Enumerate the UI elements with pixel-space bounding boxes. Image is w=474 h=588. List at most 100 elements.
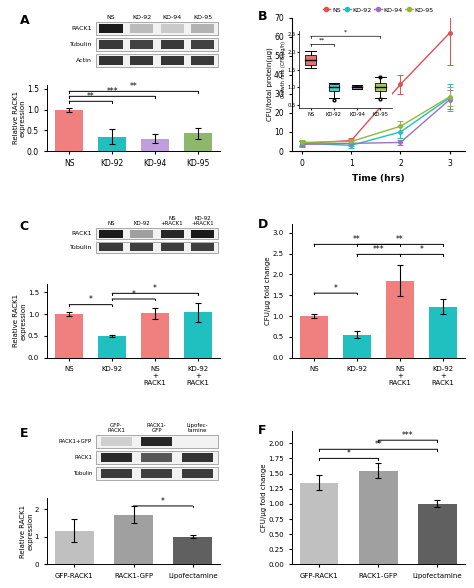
Bar <box>55 314 83 358</box>
Bar <box>130 24 153 33</box>
Text: KD-92: KD-92 <box>133 221 150 226</box>
Bar <box>100 39 123 49</box>
Text: **: ** <box>130 82 137 91</box>
Bar <box>100 243 123 252</box>
Bar <box>141 469 173 479</box>
Bar <box>182 453 213 462</box>
Text: *: * <box>347 449 351 458</box>
Bar <box>100 24 123 33</box>
Y-axis label: CFU/μg fold change: CFU/μg fold change <box>265 257 271 325</box>
Bar <box>130 39 153 49</box>
Text: C: C <box>20 219 29 232</box>
Text: **: ** <box>396 235 404 244</box>
Text: A: A <box>20 14 29 27</box>
Bar <box>96 451 218 465</box>
Bar <box>100 453 132 462</box>
Text: RACK1: RACK1 <box>72 26 92 31</box>
Text: KD-95: KD-95 <box>193 15 212 20</box>
Bar <box>429 307 456 358</box>
Bar <box>55 531 94 564</box>
Bar <box>100 437 132 446</box>
Text: *: * <box>153 284 157 293</box>
Bar <box>96 22 218 35</box>
Bar <box>96 54 218 67</box>
Y-axis label: Relative RACK1
expression: Relative RACK1 expression <box>12 91 26 145</box>
Bar <box>300 483 338 564</box>
Text: Tubulin: Tubulin <box>70 42 92 47</box>
Bar <box>161 55 184 65</box>
Text: RACK1: RACK1 <box>72 231 92 236</box>
Text: Lipofec-
tamine: Lipofec- tamine <box>187 423 209 433</box>
Bar <box>55 109 83 151</box>
Bar <box>300 316 328 358</box>
Bar <box>98 336 126 358</box>
Bar <box>141 139 169 151</box>
Bar <box>161 39 184 49</box>
Bar <box>130 229 153 238</box>
Bar <box>191 243 214 252</box>
Text: NS: NS <box>107 221 115 226</box>
Text: *: * <box>132 290 136 299</box>
Y-axis label: CFU/μg fold change: CFU/μg fold change <box>261 463 267 532</box>
Bar <box>161 229 184 238</box>
Text: Tubulin: Tubulin <box>73 471 92 476</box>
Text: **: ** <box>87 92 94 101</box>
Text: **: ** <box>374 440 382 449</box>
Y-axis label: Relative RACK1
expression: Relative RACK1 expression <box>20 505 33 558</box>
Y-axis label: CFU/total protein(μg): CFU/total protein(μg) <box>266 48 273 121</box>
Text: *: * <box>161 497 165 506</box>
Bar <box>141 313 169 358</box>
Text: KD-94: KD-94 <box>163 15 182 20</box>
Text: D: D <box>258 218 268 230</box>
Text: GFP-
RACK1: GFP- RACK1 <box>107 423 125 433</box>
Bar <box>386 280 414 358</box>
Y-axis label: Relative RACK1
expression: Relative RACK1 expression <box>13 294 27 348</box>
Bar <box>100 229 123 238</box>
Bar <box>98 136 126 151</box>
Text: E: E <box>20 427 28 440</box>
Text: NS: NS <box>107 15 115 20</box>
Text: RACK1+GFP: RACK1+GFP <box>59 439 92 445</box>
Text: NS
+RACK1: NS +RACK1 <box>161 216 183 226</box>
Bar <box>191 229 214 238</box>
Bar <box>96 467 218 480</box>
Text: B: B <box>258 9 267 22</box>
Bar <box>100 469 132 479</box>
Text: Tubulin: Tubulin <box>70 245 92 250</box>
Bar <box>191 55 214 65</box>
Bar <box>130 55 153 65</box>
Text: *: * <box>419 245 423 254</box>
Bar <box>184 312 212 358</box>
Bar <box>141 437 173 446</box>
Bar <box>96 38 218 51</box>
Text: RACK1: RACK1 <box>74 455 92 460</box>
Text: KD-92
+RACK1: KD-92 +RACK1 <box>191 216 214 226</box>
Text: *: * <box>334 284 337 293</box>
Bar <box>182 469 213 479</box>
Bar <box>100 55 123 65</box>
X-axis label: Time (hrs): Time (hrs) <box>352 174 405 183</box>
Legend: NS, KD-92, KD-94, KD-95: NS, KD-92, KD-94, KD-95 <box>320 5 437 15</box>
Text: Actin: Actin <box>76 58 92 63</box>
Text: ***: *** <box>373 245 384 254</box>
Bar <box>161 243 184 252</box>
Bar <box>96 228 218 239</box>
Bar <box>96 242 218 253</box>
Text: ***: *** <box>106 87 118 96</box>
Bar <box>96 435 218 449</box>
Text: **: ** <box>353 235 361 244</box>
Bar <box>343 335 371 358</box>
Bar <box>418 504 456 564</box>
Bar <box>114 514 153 564</box>
Bar <box>191 39 214 49</box>
Text: RACK1-
GFP: RACK1- GFP <box>147 423 167 433</box>
Bar <box>191 24 214 33</box>
Text: F: F <box>258 425 266 437</box>
Text: KD-92: KD-92 <box>132 15 151 20</box>
Bar <box>184 133 212 151</box>
Bar <box>359 470 398 564</box>
Bar <box>173 537 212 564</box>
Text: *: * <box>89 295 92 304</box>
Bar <box>141 453 173 462</box>
Bar <box>130 243 153 252</box>
